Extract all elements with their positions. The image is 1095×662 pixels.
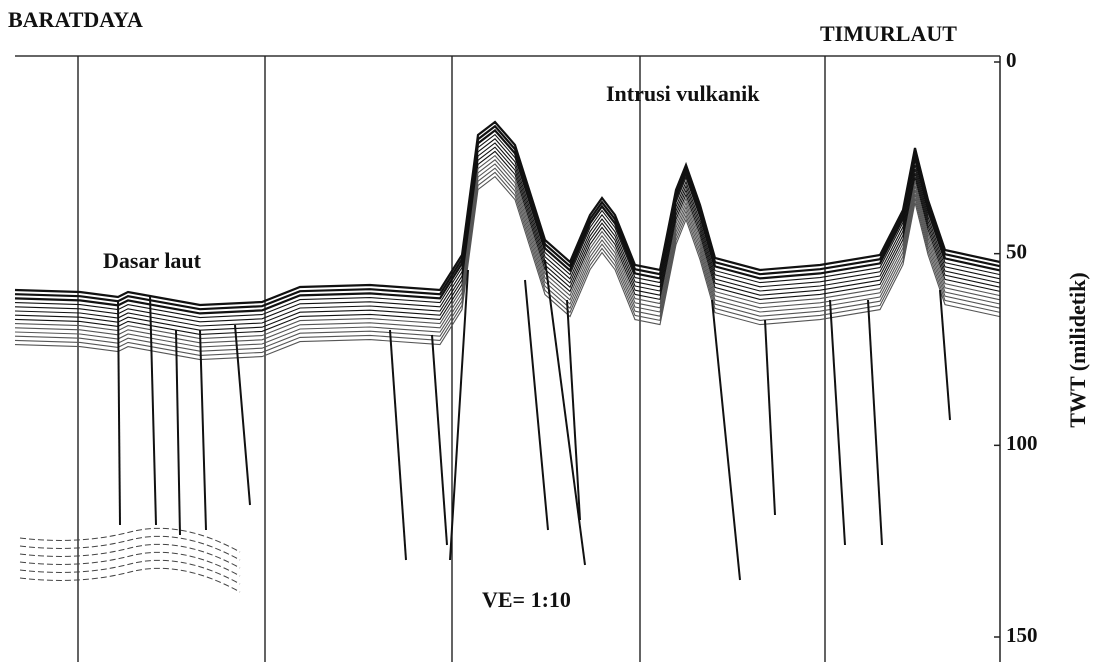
reflector [14, 124, 1001, 311]
intrusion-label: Intrusi vulkanik [606, 81, 760, 106]
deep-reflector [19, 527, 241, 553]
reflector [14, 128, 1001, 315]
reflector [14, 120, 1001, 307]
deep-reflector [19, 535, 241, 561]
reflector [14, 133, 1001, 319]
deep-reflector [19, 559, 241, 585]
deep-reflector [19, 567, 241, 593]
tick-label: 150 [1006, 623, 1038, 647]
reflector [14, 142, 1001, 327]
trace-markers [77, 56, 826, 662]
reflector [14, 150, 1001, 335]
scale-label: VE= 1:10 [482, 587, 571, 612]
deep-reflector [19, 551, 241, 577]
reflector [14, 154, 1001, 340]
reflectors [14, 120, 1001, 593]
y-axis: 0 50 100 150 [994, 48, 1038, 647]
reflector [14, 163, 1001, 348]
tick-label: 100 [1006, 431, 1038, 455]
left-header: BARATDAYA [8, 7, 143, 32]
reflector [14, 167, 1001, 352]
reflector [14, 159, 1001, 344]
seafloor-label: Dasar laut [103, 248, 202, 273]
deep-reflector [19, 543, 241, 569]
right-header: TIMURLAUT [820, 21, 957, 46]
reflector [14, 138, 1001, 323]
reflector [14, 171, 1001, 356]
axis-label: TWT (milidetik) [1065, 272, 1090, 427]
tick-label: 0 [1006, 48, 1017, 72]
faults [117, 259, 951, 581]
reflector [14, 175, 1001, 361]
tick-label: 50 [1006, 239, 1027, 263]
reflector [14, 146, 1001, 331]
